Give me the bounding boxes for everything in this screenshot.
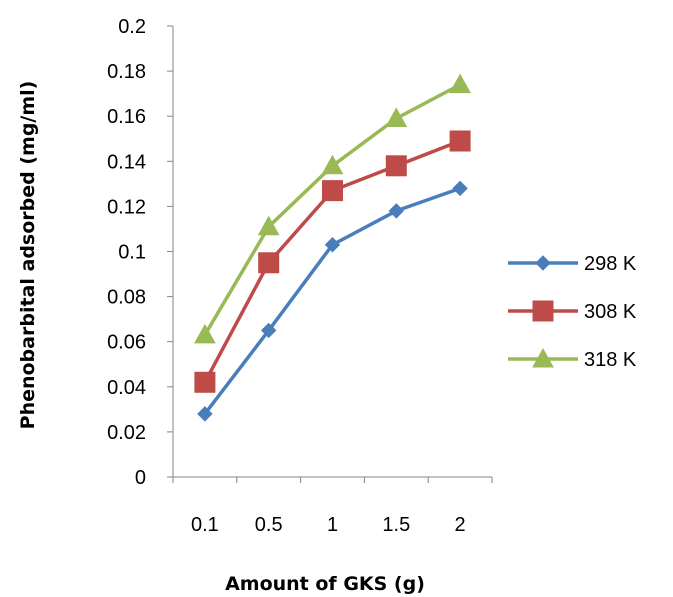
y-tick-label: 0.12 (107, 196, 146, 218)
data-point (194, 323, 216, 344)
legend-item: 318 K (508, 347, 637, 371)
x-axis-title: Amount of GKS (g) (225, 573, 425, 595)
legend-swatch-marker (532, 300, 554, 322)
data-point (197, 406, 213, 422)
x-tick-label: 2 (455, 514, 466, 536)
series-line (203, 186, 461, 415)
data-point (260, 322, 277, 339)
data-point (449, 130, 471, 152)
y-axis-title: Phenobarbital adsorbed (mg/ml) (17, 81, 39, 430)
y-tick-label: 0.2 (118, 16, 146, 38)
legend-swatch-marker (535, 255, 551, 271)
data-point (194, 371, 216, 393)
y-tick-label: 0.1 (118, 242, 146, 264)
y-tick-label: 0.06 (107, 332, 146, 354)
y-tick-label: 0 (135, 467, 146, 489)
y-tick-label: 0.14 (107, 151, 146, 173)
x-axis-ticks: 0.1 0.5 1 1.5 2 (172, 477, 493, 536)
legend-item: 298 K (508, 253, 637, 275)
legend-swatch-marker (532, 347, 554, 368)
x-tick-label: 0.5 (255, 514, 283, 536)
legend-label: 308 K (584, 301, 637, 323)
x-tick-label: 0.1 (191, 514, 219, 536)
series-298-k (197, 180, 468, 422)
series-318-k (194, 73, 471, 344)
data-point (258, 252, 280, 274)
series-line (203, 139, 461, 384)
y-tick-label: 0.02 (107, 422, 146, 444)
legend-item: 308 K (508, 300, 637, 323)
data-point (452, 180, 468, 197)
y-tick-label: 0.18 (107, 61, 146, 83)
y-tick-label: 0.16 (107, 106, 146, 128)
series-308-k (194, 130, 471, 393)
data-point (449, 73, 471, 94)
y-axis-ticks: 0 0.02 0.04 0.06 0.08 0.1 0.12 0.14 0.16 0.18 0.2 (107, 16, 173, 489)
data-point (388, 203, 405, 219)
x-tick-label: 1 (327, 514, 338, 536)
data-point (385, 107, 408, 127)
y-tick-label: 0.08 (107, 287, 146, 309)
x-tick-label: 1.5 (382, 514, 410, 536)
data-point (321, 154, 344, 175)
data-point (385, 155, 407, 177)
data-point (324, 237, 341, 253)
legend: 298 K 308 K 318 K (508, 253, 637, 371)
data-point (257, 215, 280, 236)
series-line (203, 83, 461, 336)
series-layer (194, 73, 471, 422)
legend-label: 298 K (584, 253, 637, 275)
y-tick-label: 0.04 (107, 377, 146, 399)
data-point (322, 180, 343, 202)
legend-label: 318 K (584, 349, 637, 371)
